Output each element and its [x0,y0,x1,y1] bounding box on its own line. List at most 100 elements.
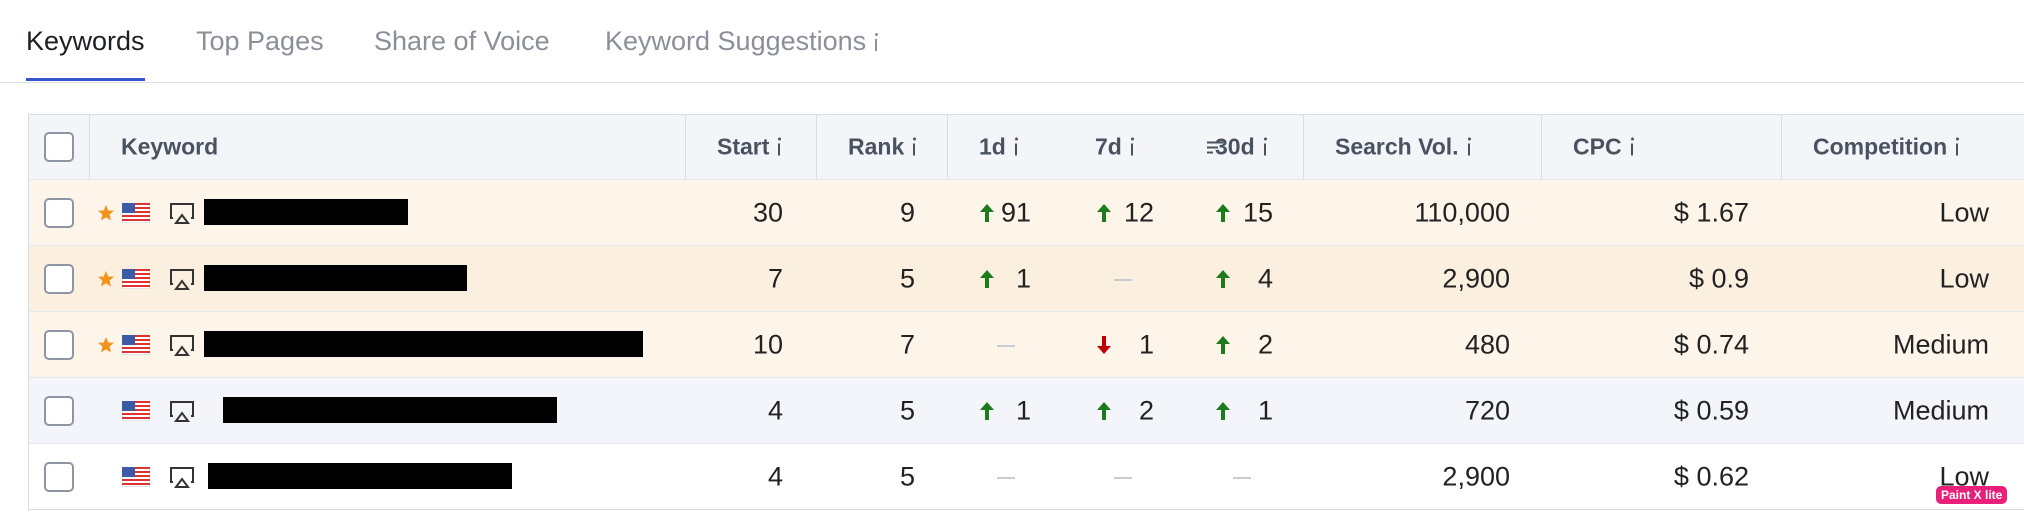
header-label: Keyword [121,133,219,160]
change-arrow [980,401,994,420]
table-row: 10 7 1 2 480 $ 0.74 Medium [29,311,2024,377]
info-icon [1130,137,1134,156]
competition: Medium [1892,329,1989,359]
column-header: Keyword [121,134,218,161]
rank-change: 12 [1123,197,1154,227]
tab-bar: Keywords Top Pages Share of Voice Keyword S… [0,0,2024,83]
rank-change: 2 [1138,395,1154,425]
table-row: 4 5 2,900 $ 0.62 Low [29,443,2024,509]
header-label: 1d [979,133,1006,160]
no-change [1114,476,1132,479]
start-rank: 4 [767,461,783,491]
us-flag [122,202,150,223]
cpc: $ 1.67 [1673,197,1749,227]
search-volume: 720 [1464,395,1510,425]
tab-label: Keywords [26,26,145,56]
star-icon [98,336,114,352]
redacted-keyword [204,330,643,357]
tab-label: Share of Voice [374,26,550,56]
rank-change: 4 [1257,263,1273,293]
tab-label: Keyword Suggestions [605,26,867,56]
info-icon [1263,137,1267,156]
header-label: Rank [848,133,905,160]
change-arrow [1097,401,1111,420]
us-flag [122,400,150,421]
cpc: $ 0.62 [1673,461,1749,491]
current-rank: 5 [899,263,915,293]
info-icon [874,33,879,51]
info-icon [777,137,782,156]
device-icon [170,334,194,356]
info-icon [1955,137,1960,156]
column-header[interactable]: 1d [979,134,1018,161]
start-rank: 7 [767,263,783,293]
change-arrow [1097,335,1111,354]
checkbox[interactable] [44,263,74,294]
info-icon [1630,137,1634,156]
device-icon [170,400,194,422]
checkbox[interactable] [44,395,74,426]
redacted-keyword [223,396,557,423]
column-header[interactable]: 30d [1215,134,1267,161]
tab[interactable]: Top Pages [196,26,324,57]
checkbox[interactable] [44,329,74,360]
table-row: 7 5 1 4 2,900 $ 0.9 Low [29,245,2024,311]
redacted-keyword [204,264,467,291]
tab[interactable]: Keywords [26,26,145,81]
change-arrow [1216,401,1230,420]
checkbox[interactable] [44,197,74,228]
search-volume: 2,900 [1442,461,1510,491]
column-header[interactable]: Start [717,133,782,161]
column-header[interactable]: Competition [1813,133,1960,161]
current-rank: 5 [899,461,915,491]
tab[interactable]: Keyword Suggestions [605,26,879,57]
column-header[interactable]: CPC [1573,134,1634,161]
header-label: Competition [1813,133,1948,160]
competition: Low [1939,197,1989,227]
current-rank: 5 [899,395,915,425]
watermark: Paint X lite [1936,486,2008,504]
us-flag [122,334,150,355]
change-arrow [1216,269,1230,288]
search-volume: 480 [1464,329,1510,359]
redacted-keyword [204,198,408,225]
column-header[interactable]: Rank [848,133,917,161]
no-change [1233,476,1251,479]
tab[interactable]: Share of Voice [374,26,550,57]
column-header[interactable]: Search Vol. [1335,134,1471,161]
us-flag [122,466,150,487]
current-rank: 7 [899,329,915,359]
change-arrow [1216,335,1230,354]
star-icon [98,270,114,286]
header-label: CPC [1573,133,1622,160]
header-row: Keyword Start Rank 1d 7d 30d Search Vol. CPC Com… [29,115,2024,179]
change-arrow [1097,203,1111,222]
us-flag [122,268,150,289]
change-arrow [1216,203,1230,222]
table-row: 30 9 91 12 15 110,000 $ 1.67 Low [29,179,2024,245]
device-icon [170,202,194,224]
change-arrow [980,269,994,288]
tab-label: Top Pages [196,26,324,56]
cpc: $ 0.59 [1673,395,1749,425]
competition: Medium [1892,395,1989,425]
rank-change: 1 [1138,329,1154,359]
search-volume: 110,000 [1414,197,1510,227]
star-icon [98,204,114,220]
start-rank: 30 [752,197,783,227]
info-icon [1467,137,1471,156]
current-rank: 9 [899,197,915,227]
checkbox[interactable] [44,461,74,492]
header-label: Start [717,133,770,160]
change-arrow [980,203,994,222]
device-icon [170,268,194,290]
start-rank: 4 [767,395,783,425]
competition: Low [1939,263,1989,293]
rank-change: 1 [1015,395,1031,425]
cpc: $ 0.9 [1688,263,1749,293]
info-icon [1014,137,1018,156]
column-header[interactable]: 7d [1095,134,1223,161]
checkbox[interactable] [44,132,74,162]
rank-change: 91 [1000,197,1031,227]
